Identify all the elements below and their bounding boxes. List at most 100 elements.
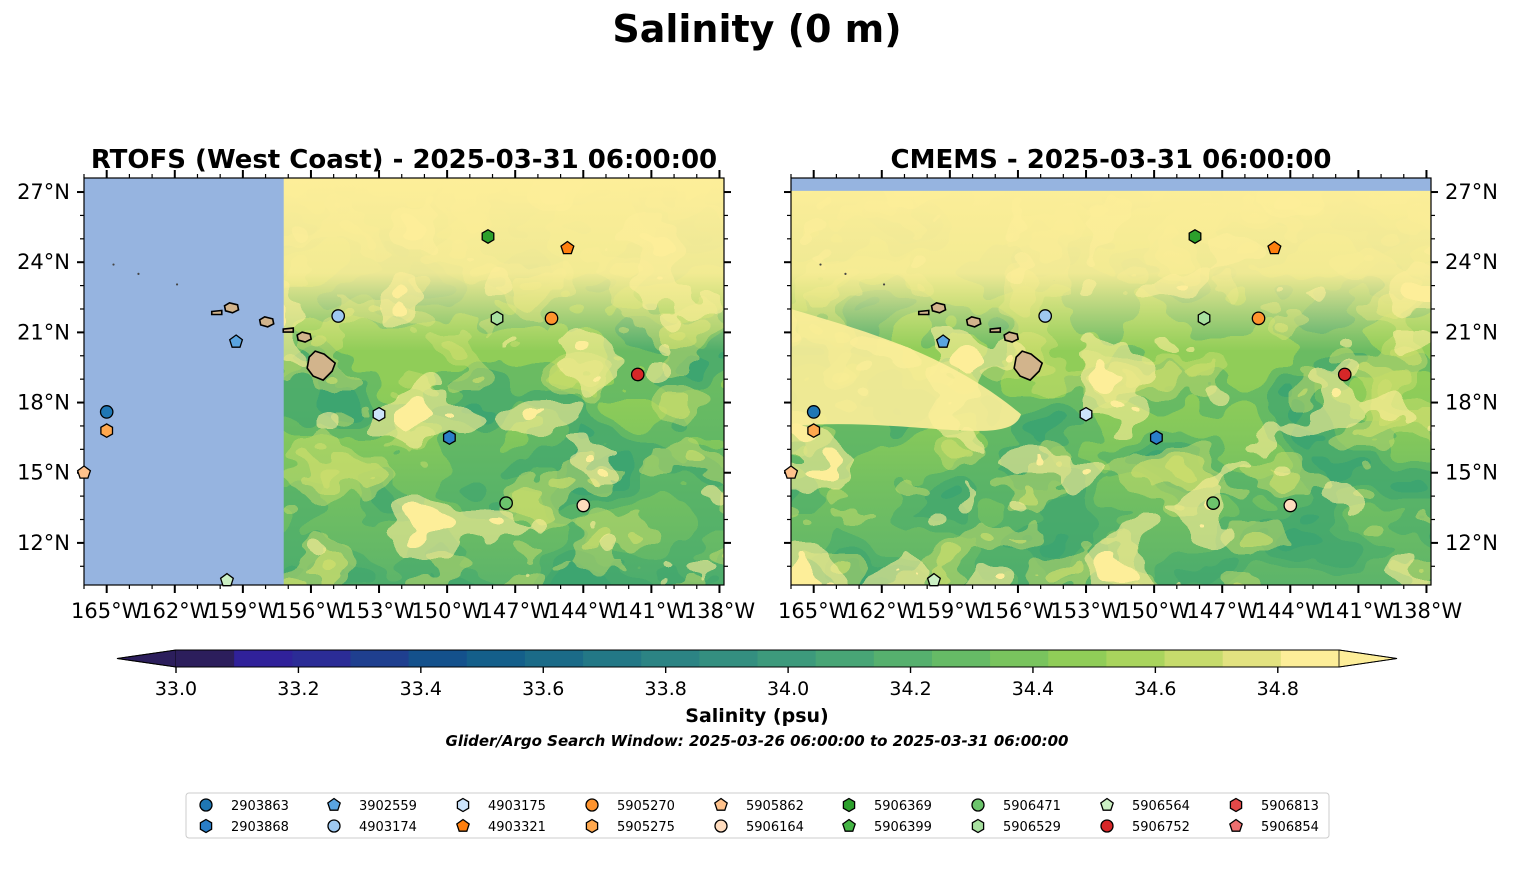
- colorbar: 33.0 33.2 33.4 33.6 33.8 34.0 34.2 34.4 34.6 34.8: [116, 649, 1398, 700]
- colorbar-bin: [408, 650, 468, 667]
- legend-item-3902559: 3902559: [327, 797, 417, 814]
- island-niihau: [210, 309, 223, 316]
- legend-label: 5906854: [1261, 820, 1319, 835]
- lat-tick-label: 27°N: [17, 180, 70, 204]
- search-window-note: Glider/Argo Search Window: 2025-03-26 06…: [446, 732, 1069, 750]
- legend-item-5906813: 5906813: [1229, 797, 1319, 814]
- islet-0: [112, 263, 115, 266]
- colorbar-bin: [641, 650, 700, 667]
- legend-label: 2903868: [231, 820, 289, 835]
- legend-item-5906564: 5906564: [1100, 797, 1190, 814]
- legend-marker: [327, 819, 341, 833]
- legend-marker: [1100, 797, 1114, 811]
- float-marker-5905270: [1251, 311, 1266, 326]
- legend-marker: [971, 818, 985, 834]
- island-niihau: [917, 309, 930, 316]
- islet-1: [137, 272, 140, 276]
- lon-tick-label: 162°W: [139, 599, 211, 623]
- float-marker-4903174: [331, 309, 346, 323]
- island-molokai: [282, 327, 295, 333]
- float-marker-5906164: [576, 498, 591, 513]
- legend-label: 5906813: [1261, 799, 1319, 814]
- float-marker-5906164: [1283, 498, 1298, 513]
- ocean-north-band: [791, 178, 1431, 352]
- colorbar-tick-label: 33.4: [400, 678, 442, 700]
- float-marker-2903868: [442, 430, 456, 446]
- cmems-nodata-strip: [791, 178, 1431, 191]
- colorbar-bin: [292, 650, 352, 667]
- lon-tick-label: 165°W: [71, 599, 143, 623]
- legend-label: 5906752: [1132, 820, 1190, 835]
- float-marker-4903321: [1267, 240, 1282, 255]
- colorbar-tick-label: 33.8: [645, 678, 687, 700]
- colorbar-bin: [931, 650, 991, 667]
- lon-tick-label: 147°W: [480, 599, 552, 623]
- colorbar-bin: [757, 650, 817, 667]
- lat-tick-label: 24°N: [17, 250, 70, 274]
- colorbar-bin: [176, 650, 235, 667]
- legend-item-2903868: 2903868: [199, 818, 289, 835]
- lon-tick-label: 153°W: [1050, 599, 1122, 623]
- float-marker-2903863: [806, 405, 821, 419]
- float-marker-5906529: [490, 310, 504, 326]
- cmems-map-panel: CMEMS - 2025-03-31 06:00:00 165°W162°W15…: [778, 145, 1498, 623]
- legend-item-5906164: 5906164: [714, 819, 804, 835]
- legend-item-5906471: 5906471: [971, 798, 1061, 814]
- islet-2: [175, 283, 179, 286]
- lon-tick-label: 159°W: [914, 599, 986, 623]
- lon-tick-label: 165°W: [778, 599, 850, 623]
- legend-marker: [456, 818, 470, 832]
- float-marker-5906471: [1206, 496, 1220, 510]
- islet-2: [882, 283, 886, 286]
- float-marker-4903321: [560, 240, 575, 255]
- float-marker-2903868: [1149, 430, 1163, 446]
- colorbar-tick-label: 34.0: [767, 678, 809, 700]
- lat-tick-label: 15°N: [1445, 461, 1498, 485]
- lon-tick-label: 147°W: [1187, 599, 1259, 623]
- legend-item-4903321: 4903321: [456, 818, 546, 835]
- legend-item-4903175: 4903175: [456, 797, 546, 814]
- legend-label: 5905862: [746, 799, 804, 814]
- lat-tick-label: 15°N: [17, 461, 70, 485]
- colorbar-bin: [1280, 650, 1340, 667]
- colorbar-bin: [350, 650, 410, 667]
- colorbar-bin: [699, 650, 759, 667]
- colorbar-bin: [1164, 650, 1224, 667]
- legend-marker: [714, 819, 728, 833]
- lon-tick-label: 156°W: [982, 599, 1054, 623]
- colorbar-tick-label: 34.2: [889, 678, 931, 700]
- legend-item-4903174: 4903174: [327, 819, 417, 835]
- float-marker-5906369: [1188, 229, 1202, 244]
- island-kauai: [223, 301, 240, 314]
- lon-tick-label: 156°W: [275, 599, 347, 623]
- colorbar-extend-high: [1338, 649, 1398, 668]
- lon-tick-label: 150°W: [411, 599, 483, 623]
- cmems-salinity-field: [791, 178, 1431, 585]
- float-marker-3902559: [935, 334, 951, 348]
- float-marker-5906752: [1337, 367, 1352, 382]
- island-maui: [1003, 331, 1020, 343]
- legend-marker: [1100, 819, 1114, 833]
- colorbar-tick-label: 34.6: [1134, 678, 1176, 700]
- colorbar-bin: [466, 650, 526, 667]
- float-marker-4903175: [372, 406, 386, 422]
- lat-tick-label: 21°N: [1445, 320, 1498, 344]
- colorbar-label: Salinity (psu): [685, 705, 828, 727]
- rtofs-salinity-field: [84, 178, 724, 585]
- legend-item-5906854: 5906854: [1229, 818, 1319, 835]
- island-kauai: [930, 301, 947, 314]
- colorbar-bin: [815, 650, 875, 667]
- rtofs-map-frame: [83, 177, 725, 586]
- colorbar-bin: [524, 650, 584, 667]
- rtofs-ticks: 165°W162°W159°W156°W153°W150°W147°W144°W…: [17, 170, 755, 623]
- legend-marker: [585, 798, 599, 812]
- float-marker-5906471: [499, 496, 513, 510]
- legend-marker: [327, 797, 341, 811]
- island-hawaii: [306, 350, 337, 382]
- legend-item-5906752: 5906752: [1100, 819, 1190, 835]
- float-marker-2903863: [99, 405, 114, 419]
- lat-tick-label: 21°N: [17, 320, 70, 344]
- lon-tick-label: 138°W: [1391, 599, 1463, 623]
- lat-tick-label: 12°N: [1445, 531, 1498, 555]
- legend-label: 5906369: [874, 799, 932, 814]
